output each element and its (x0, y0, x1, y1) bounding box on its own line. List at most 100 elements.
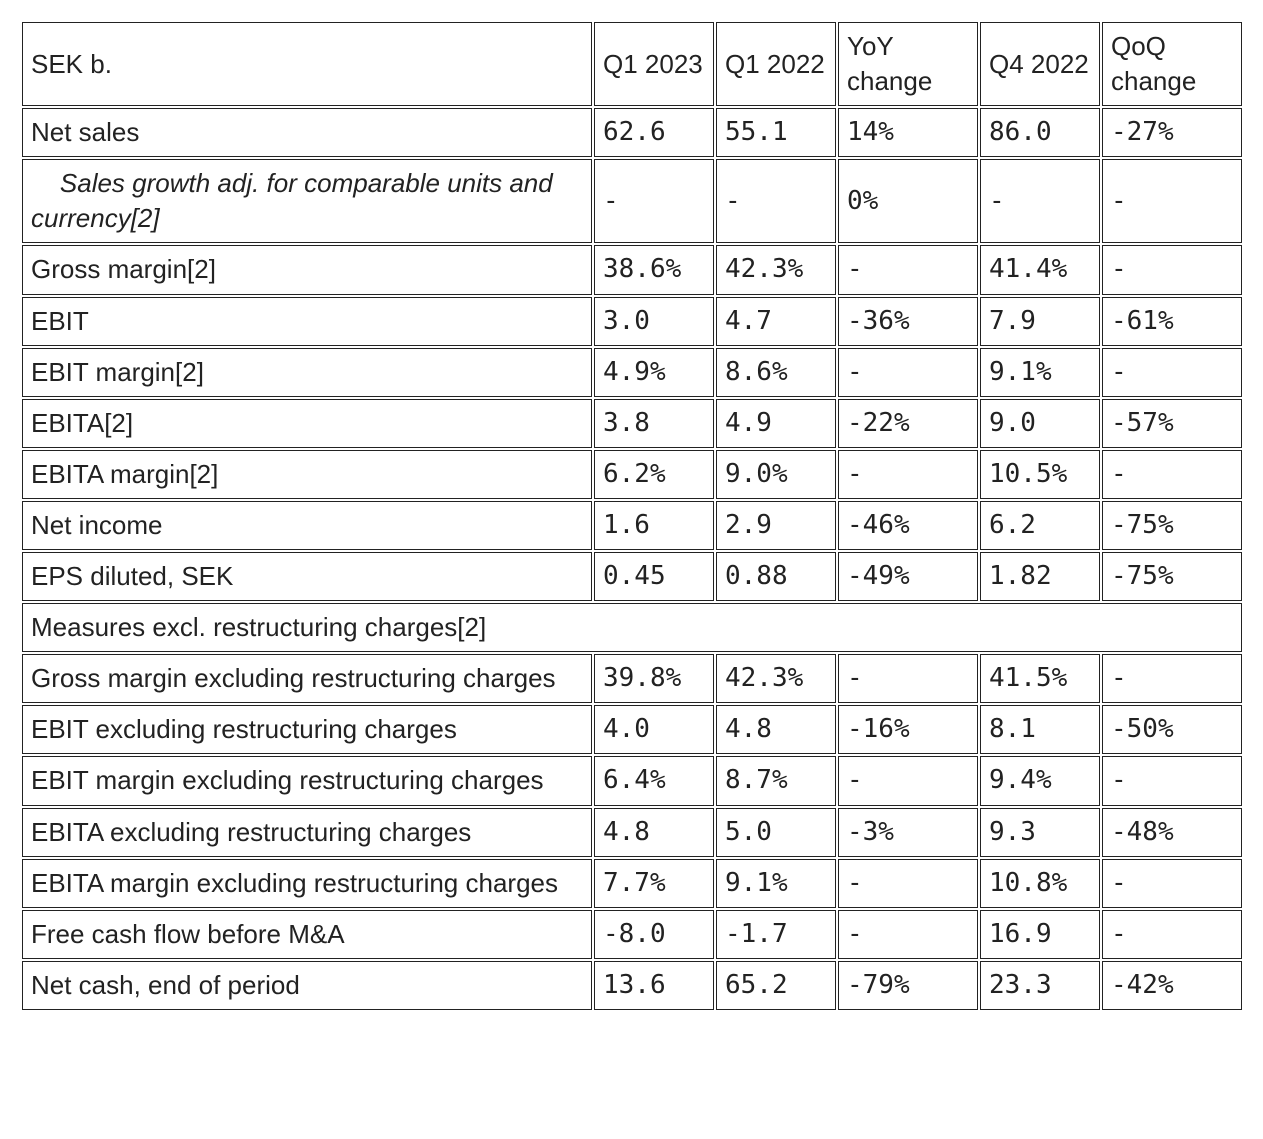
cell-value: - (1102, 654, 1242, 703)
cell-value: -1.7 (716, 910, 836, 959)
cell-value: 5.0 (716, 808, 836, 857)
cell-value: -42% (1102, 961, 1242, 1010)
cell-value: - (838, 756, 978, 805)
cell-value: -75% (1102, 552, 1242, 601)
row-label: Free cash flow before M&A (22, 910, 592, 959)
row-label: EBITA margin excluding restructuring cha… (22, 859, 592, 908)
cell-value: 0.45 (594, 552, 714, 601)
table-row: EBITA excluding restructuring charges4.8… (22, 808, 1242, 857)
row-label: EBIT margin[2] (22, 348, 592, 397)
cell-value: -79% (838, 961, 978, 1010)
cell-value: -61% (1102, 297, 1242, 346)
table-row: EBIT excluding restructuring charges4.04… (22, 705, 1242, 754)
row-label: Sales growth adj. for comparable units a… (22, 159, 592, 243)
cell-value: - (1102, 245, 1242, 294)
table-row: EPS diluted, SEK0.450.88-49%1.82-75% (22, 552, 1242, 601)
cell-value: 7.9 (980, 297, 1100, 346)
cell-value: 8.6% (716, 348, 836, 397)
cell-value: -8.0 (594, 910, 714, 959)
cell-value: - (838, 450, 978, 499)
cell-value: - (716, 159, 836, 243)
cell-value: 1.82 (980, 552, 1100, 601)
table-row: Sales growth adj. for comparable units a… (22, 159, 1242, 243)
row-label: EBITA excluding restructuring charges (22, 808, 592, 857)
cell-value: -75% (1102, 501, 1242, 550)
cell-value: 6.2 (980, 501, 1100, 550)
row-label: Net cash, end of period (22, 961, 592, 1010)
table-row: Gross margin excluding restructuring cha… (22, 654, 1242, 703)
cell-value: - (838, 859, 978, 908)
row-label: EBITA[2] (22, 399, 592, 448)
row-label: EPS diluted, SEK (22, 552, 592, 601)
cell-value: -16% (838, 705, 978, 754)
cell-value: -57% (1102, 399, 1242, 448)
cell-value: 41.5% (980, 654, 1100, 703)
row-label: Net sales (22, 108, 592, 157)
column-header: Q1 2023 (594, 22, 714, 106)
cell-value: 6.4% (594, 756, 714, 805)
table-row: Free cash flow before M&A-8.0-1.7-16.9- (22, 910, 1242, 959)
column-header: YoY change (838, 22, 978, 106)
row-label: EBIT margin excluding restructuring char… (22, 756, 592, 805)
cell-value: 9.0% (716, 450, 836, 499)
cell-value: 8.7% (716, 756, 836, 805)
table-row: Net cash, end of period13.665.2-79%23.3-… (22, 961, 1242, 1010)
cell-value: - (1102, 159, 1242, 243)
cell-value: 9.3 (980, 808, 1100, 857)
table-row: EBITA margin[2]6.2%9.0%-10.5%- (22, 450, 1242, 499)
cell-value: 65.2 (716, 961, 836, 1010)
cell-value: 42.3% (716, 245, 836, 294)
cell-value: - (838, 348, 978, 397)
cell-value: - (838, 654, 978, 703)
cell-value: 4.7 (716, 297, 836, 346)
cell-value: 86.0 (980, 108, 1100, 157)
column-header: Q4 2022 (980, 22, 1100, 106)
section-label: Measures excl. restructuring charges[2] (22, 603, 1242, 652)
cell-value: - (1102, 756, 1242, 805)
cell-value: 4.0 (594, 705, 714, 754)
cell-value: - (838, 245, 978, 294)
cell-value: 38.6% (594, 245, 714, 294)
cell-value: -3% (838, 808, 978, 857)
table-row: EBIT margin[2]4.9%8.6%-9.1%- (22, 348, 1242, 397)
cell-value: 41.4% (980, 245, 1100, 294)
table-row: EBITA margin excluding restructuring cha… (22, 859, 1242, 908)
cell-value: 7.7% (594, 859, 714, 908)
table-row: EBIT margin excluding restructuring char… (22, 756, 1242, 805)
cell-value: 9.1% (716, 859, 836, 908)
cell-value: -36% (838, 297, 978, 346)
cell-value: 16.9 (980, 910, 1100, 959)
cell-value: 2.9 (716, 501, 836, 550)
cell-value: - (1102, 450, 1242, 499)
row-label: EBITA margin[2] (22, 450, 592, 499)
cell-value: - (1102, 348, 1242, 397)
table-header: SEK b. Q1 2023 Q1 2022 YoY change Q4 202… (22, 22, 1242, 106)
cell-value: - (1102, 859, 1242, 908)
row-label: EBIT excluding restructuring charges (22, 705, 592, 754)
table-row: Net income1.62.9-46%6.2-75% (22, 501, 1242, 550)
cell-value: 14% (838, 108, 978, 157)
cell-value: - (980, 159, 1100, 243)
cell-value: - (838, 910, 978, 959)
row-label: Net income (22, 501, 592, 550)
table-body: Net sales62.655.114%86.0-27% Sales growt… (22, 108, 1242, 1010)
cell-value: 9.0 (980, 399, 1100, 448)
column-header: QoQ change (1102, 22, 1242, 106)
cell-value: 9.4% (980, 756, 1100, 805)
cell-value: - (1102, 910, 1242, 959)
table-row: EBITA[2]3.84.9-22%9.0-57% (22, 399, 1242, 448)
financial-table: SEK b. Q1 2023 Q1 2022 YoY change Q4 202… (20, 20, 1244, 1012)
cell-value: 3.0 (594, 297, 714, 346)
cell-value: 23.3 (980, 961, 1100, 1010)
row-label: Gross margin[2] (22, 245, 592, 294)
cell-value: -46% (838, 501, 978, 550)
table-row: Measures excl. restructuring charges[2] (22, 603, 1242, 652)
cell-value: -49% (838, 552, 978, 601)
table-row: EBIT3.04.7-36%7.9-61% (22, 297, 1242, 346)
cell-value: 13.6 (594, 961, 714, 1010)
cell-value: 42.3% (716, 654, 836, 703)
cell-value: 10.5% (980, 450, 1100, 499)
cell-value: -27% (1102, 108, 1242, 157)
row-label: EBIT (22, 297, 592, 346)
row-label: Gross margin excluding restructuring cha… (22, 654, 592, 703)
